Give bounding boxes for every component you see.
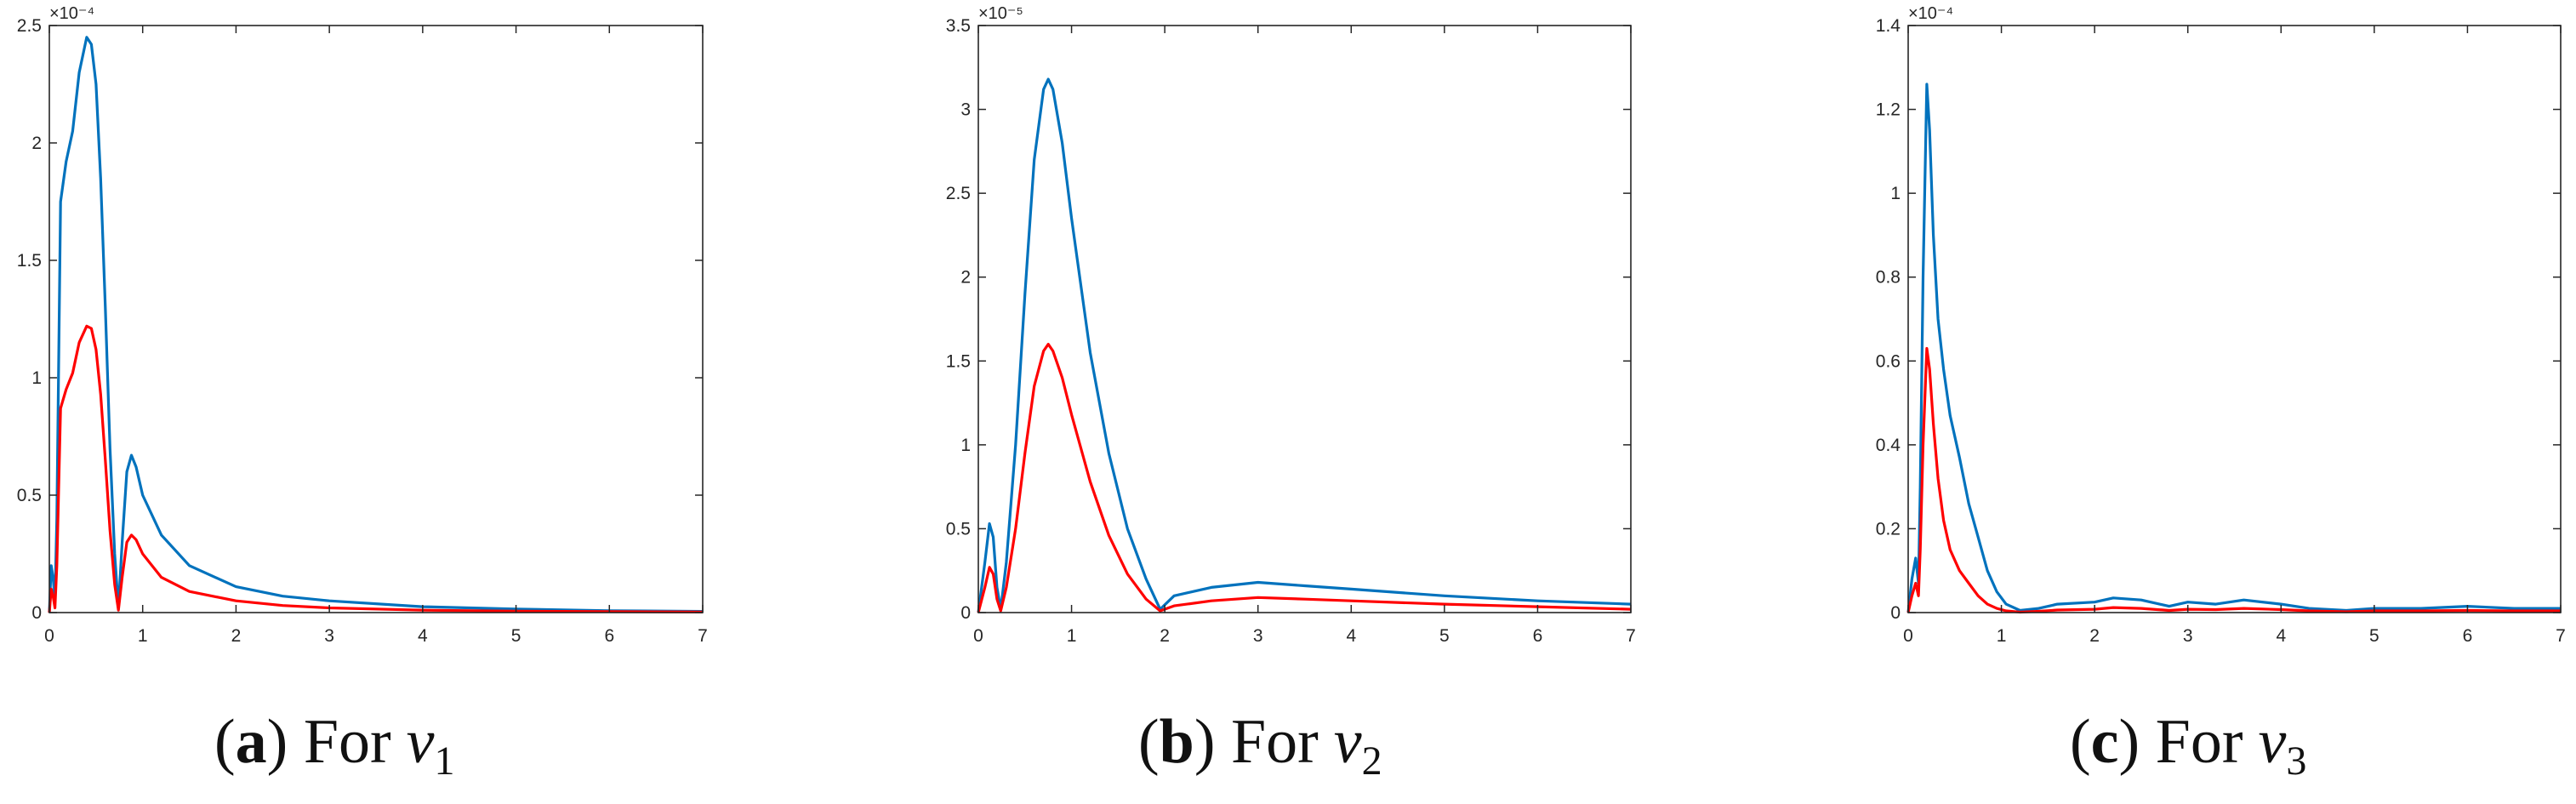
x-tick-label: 7 [698,626,708,646]
x-tick-label: 6 [1533,626,1543,646]
x-tick-label: 5 [1439,626,1450,646]
series-line-red [977,343,1632,613]
y-tick-label: 0.5 [946,519,971,539]
y-tick-label: 0 [1890,603,1901,623]
x-tick-label: 1 [1067,626,1077,646]
y-tick-label: 0.6 [1876,351,1901,371]
y-tick-label: 0.5 [17,486,42,505]
y-tick-label: 0.4 [1876,436,1901,455]
y-exponent-label: ×10⁻⁵ [978,4,1023,23]
y-tick-label: 1.5 [17,251,42,271]
y-tick-label: 1 [960,436,971,455]
y-tick-label: 2 [31,134,42,153]
y-tick-label: 2.5 [17,16,42,36]
x-tick-label: 3 [2183,626,2193,646]
x-tick-label: 0 [973,626,983,646]
x-tick-label: 4 [418,626,428,646]
caption-b: (b) For v2 [1138,707,1382,784]
x-tick-label: 7 [2556,626,2566,646]
x-tick-label: 0 [1903,626,1913,646]
x-tick-label: 6 [2463,626,2473,646]
x-tick-label: 6 [604,626,614,646]
chart-panel-a: 0 1 2 3 4 5 6 7 0 0.5 1 1.5 2 2.5 ×10⁻⁴ [17,4,708,646]
x-tick-label: 3 [324,626,334,646]
axes-box [1907,25,2562,613]
x-tick-label: 5 [2369,626,2379,646]
y-tick-label: 3 [960,100,971,120]
x-tick-label: 5 [511,626,521,646]
x-tick-label: 2 [231,626,242,646]
y-tick-label: 0 [960,603,971,623]
series-line-red [48,324,704,613]
x-tick-label: 2 [1160,626,1170,646]
y-exponent-label: ×10⁻⁴ [1908,4,1953,23]
x-tick-label: 0 [44,626,54,646]
y-tick-label: 0.2 [1876,519,1901,539]
x-tick-label: 3 [1253,626,1263,646]
chart-panel-c: 0 1 2 3 4 5 6 7 0 0.2 0.4 0.6 0.8 1 1.2 1.4 ×10⁻⁴ [1876,4,2566,646]
x-tick-label: 7 [1626,626,1636,646]
y-tick-label: 1 [1890,184,1901,203]
y-tick-label: 2.5 [946,184,971,203]
y-tick-label: 1.5 [946,351,971,371]
caption-c: (c) For v3 [2070,707,2307,784]
y-tick-label: 1 [31,368,42,388]
y-tick-label: 1.4 [1876,16,1901,36]
axes-box [48,25,704,613]
series-line-blue [1906,83,2561,613]
y-tick-label: 0 [31,603,42,623]
x-tick-label: 4 [1346,626,1356,646]
y-tick-label: 1.2 [1876,100,1901,120]
series-line-red [1906,346,2561,614]
x-tick-label: 4 [2276,626,2286,646]
y-tick-label: 0.8 [1876,268,1901,288]
y-tick-label: 3.5 [946,16,971,36]
x-tick-label: 2 [2089,626,2100,646]
x-tick-label: 1 [1997,626,2007,646]
y-tick-label: 2 [960,268,971,288]
y-exponent-label: ×10⁻⁴ [49,4,94,23]
series-line-blue [977,77,1632,613]
caption-a: (a) For v1 [214,707,455,784]
chart-panel-b: 0 1 2 3 4 5 6 7 0 0.5 1 1.5 2 2.5 3 3.5 ×10⁻⁵ [946,4,1636,646]
series-line-blue [48,36,704,613]
axes-box [977,25,1632,613]
x-tick-label: 1 [138,626,148,646]
